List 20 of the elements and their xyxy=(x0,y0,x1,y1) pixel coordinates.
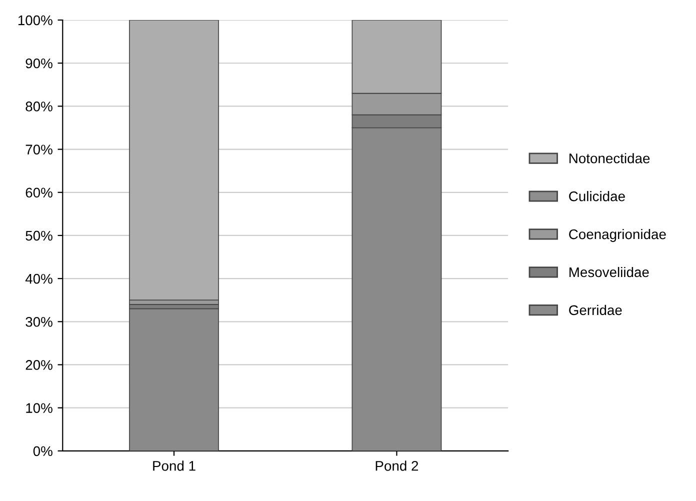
legend-label: Culicidae xyxy=(569,191,625,202)
legend-label: Gerridae xyxy=(569,304,622,316)
x-tick-label: Pond 2 xyxy=(376,460,418,471)
y-tick-label: 90% xyxy=(26,58,52,68)
y-tick-label: 80% xyxy=(26,102,52,112)
legend-label: Mesoveliidae xyxy=(570,266,649,278)
y-tick-label: 70% xyxy=(26,144,52,154)
y-tick-label: 40% xyxy=(25,274,52,284)
y-tick-label: 60% xyxy=(26,188,52,198)
legend-label: Coenagrionidae xyxy=(569,228,666,242)
y-tick-label: 100% xyxy=(18,15,52,26)
y-tick-label: 30% xyxy=(26,316,52,327)
bar xyxy=(129,20,219,301)
bar xyxy=(129,308,219,451)
y-tick-label: 10% xyxy=(26,403,52,413)
y-tick-label: 0% xyxy=(33,446,52,456)
y-tick-label: 50% xyxy=(26,230,52,241)
y-tick-label: 20% xyxy=(26,360,52,370)
legend-label: Notonectidae xyxy=(570,153,650,164)
x-tick-label: Pond 1 xyxy=(153,460,196,471)
